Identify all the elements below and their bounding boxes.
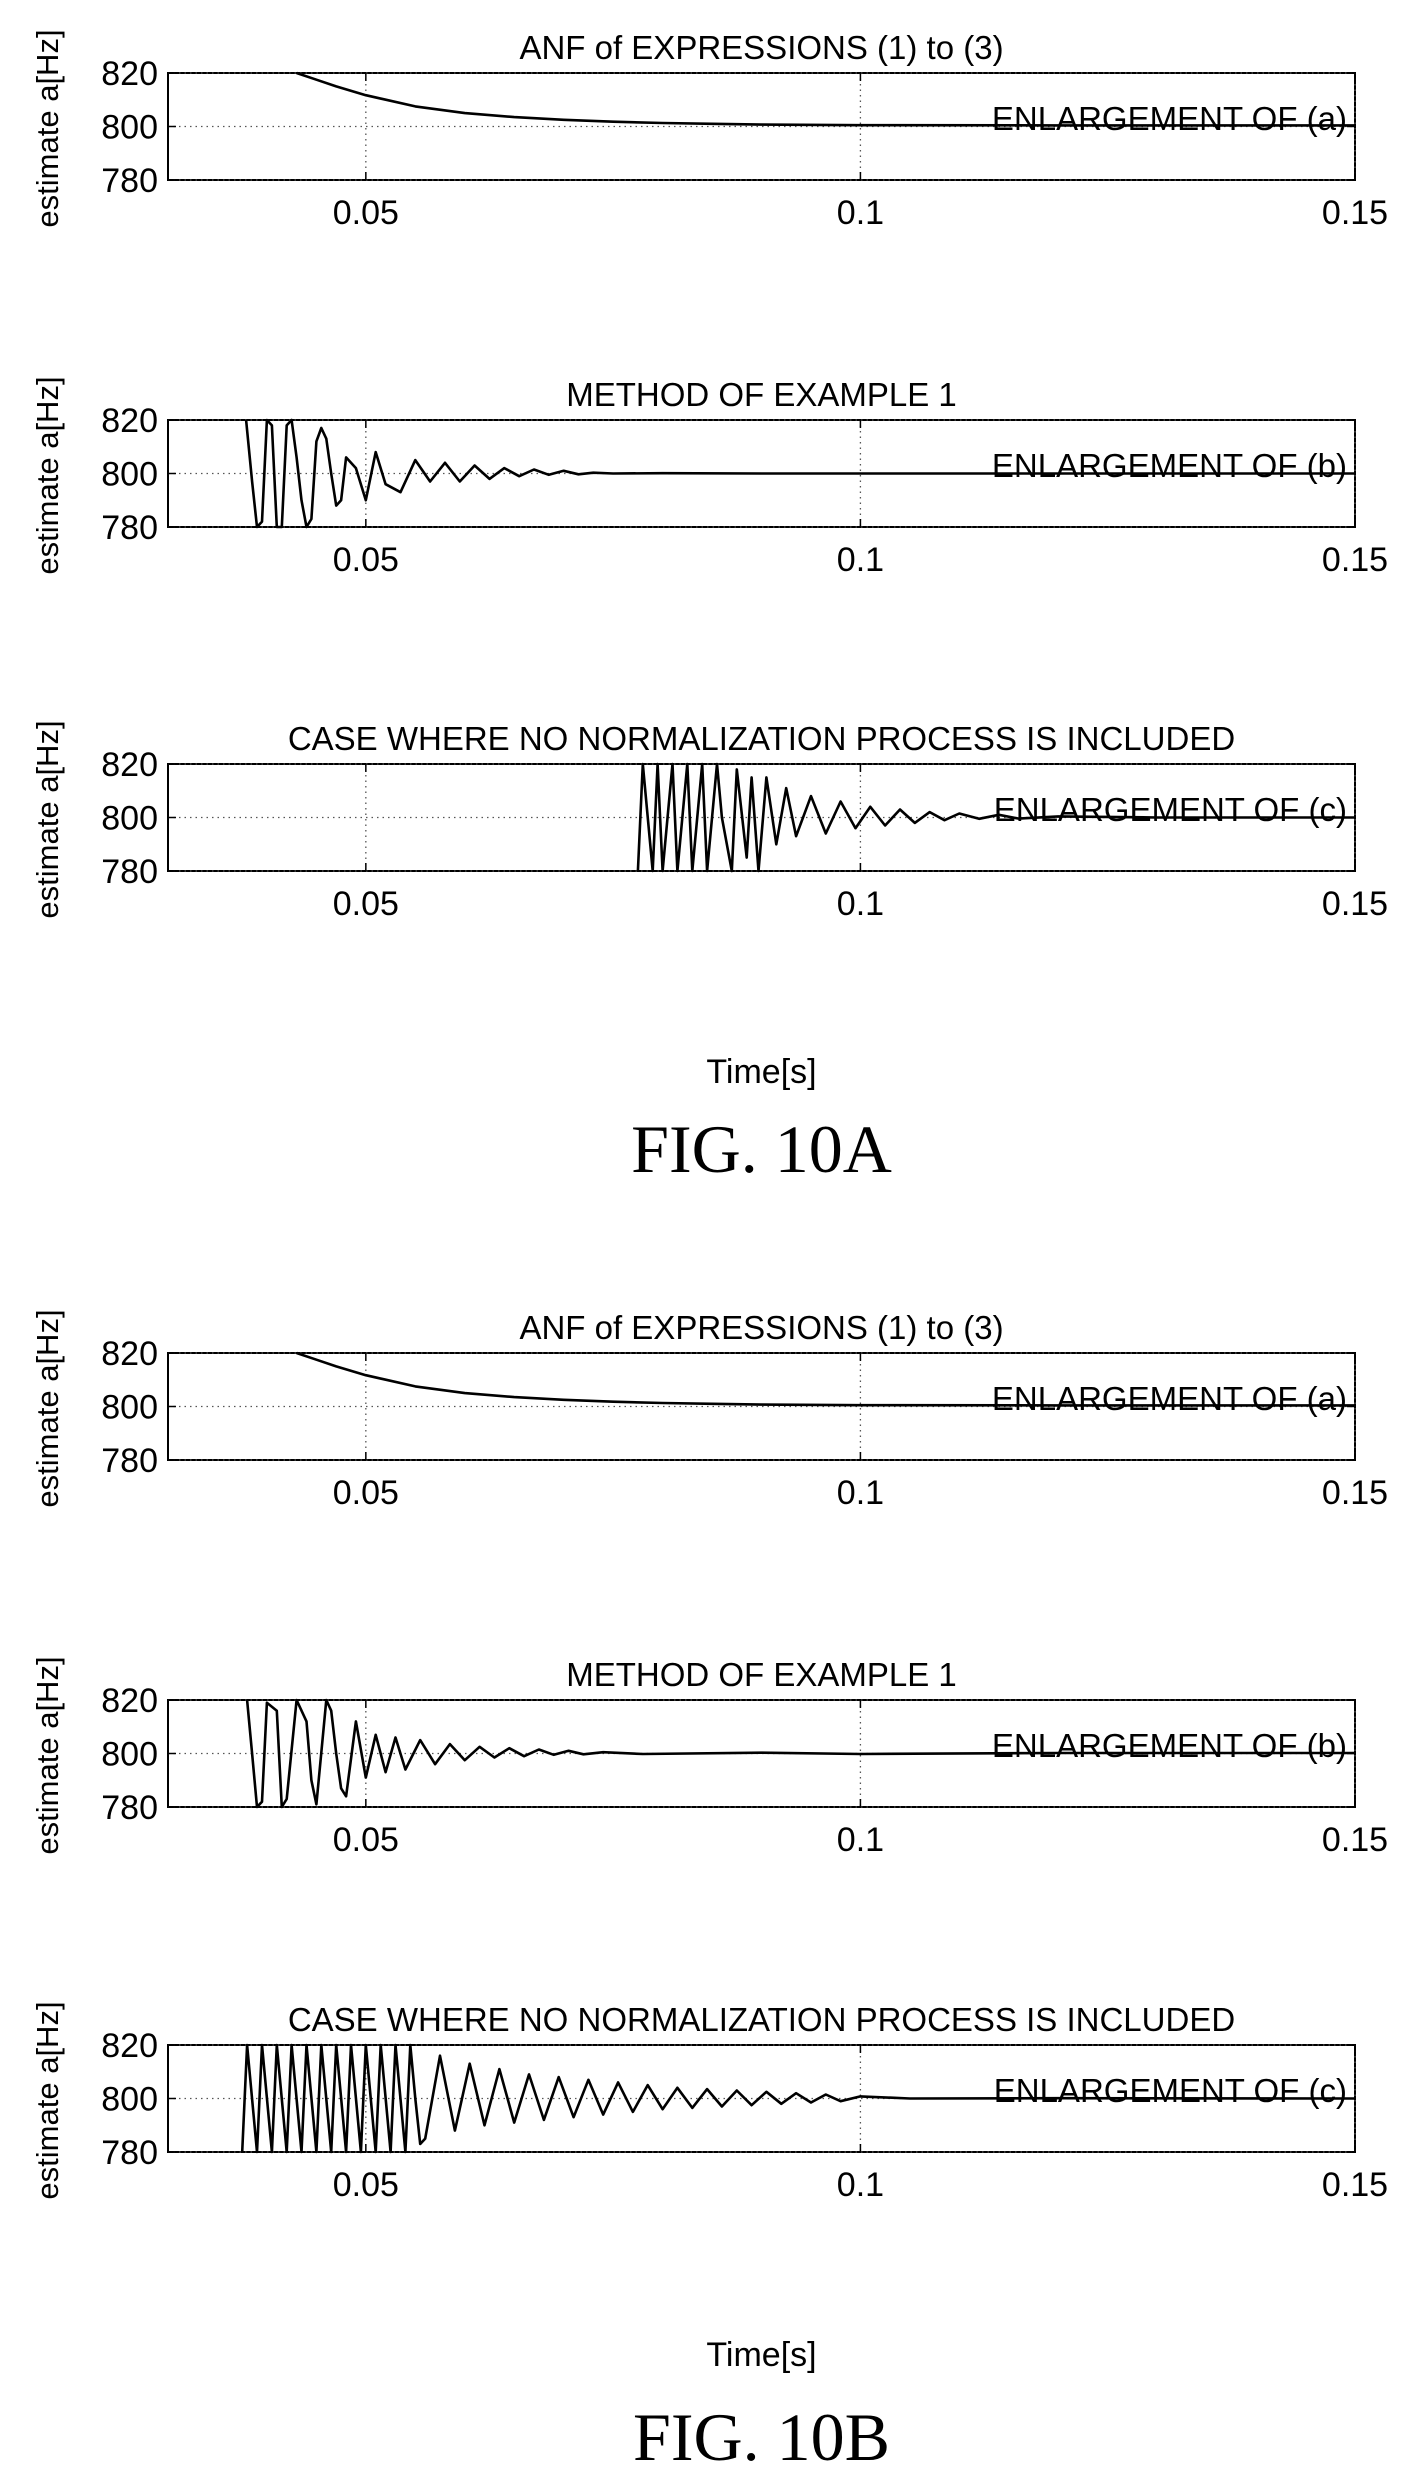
series-line (240, 2043, 1356, 2154)
chart-panel: 0.05 0.1 0.15 780 800 820 ANF of EXPRESSIONS (… (30, 29, 1388, 232)
panel-title: METHOD OF EXAMPLE 1 (566, 1656, 957, 1693)
panel-title: CASE WHERE NO NORMALIZATION PROCESS IS I… (288, 2001, 1235, 2038)
panel-title: ANF of EXPRESSIONS (1) to (3) (519, 1309, 1003, 1346)
y-tick-label: 820 (101, 402, 158, 440)
enlargement-annotation: ENLARGEMENT OF (c) (994, 791, 1347, 828)
y-axis-label: estimate a[Hz] (30, 2001, 65, 2199)
x-tick-label: 0.1 (837, 194, 884, 232)
x-axis-label: Time[s] (706, 2336, 816, 2374)
y-axis-label: estimate a[Hz] (30, 376, 65, 574)
panel-title: ANF of EXPRESSIONS (1) to (3) (519, 29, 1003, 66)
series-line (296, 1351, 1355, 1407)
y-axis-label: estimate a[Hz] (30, 720, 65, 918)
x-tick-label: 0.1 (837, 1821, 884, 1859)
y-tick-label: 780 (101, 2134, 158, 2172)
series-line (296, 71, 1355, 127)
y-tick-label: 780 (101, 1789, 158, 1827)
x-tick-label: 0.05 (333, 1474, 399, 1512)
enlargement-annotation: ENLARGEMENT OF (a) (992, 100, 1347, 137)
x-tick-label: 0.1 (837, 541, 884, 579)
enlargement-annotation: ENLARGEMENT OF (c) (994, 2072, 1347, 2109)
y-tick-label: 800 (101, 2081, 158, 2119)
y-axis-label: estimate a[Hz] (30, 1656, 65, 1854)
y-tick-label: 800 (101, 109, 158, 147)
series-line (245, 1698, 1355, 1809)
series-line (636, 762, 1355, 873)
figure-10b: 0.05 0.1 0.15 780 800 820 ANF of EXPRESSIONS (… (30, 1309, 1388, 2475)
x-tick-label: 0.15 (1322, 1474, 1388, 1512)
y-tick-label: 780 (101, 853, 158, 891)
x-tick-label: 0.1 (837, 885, 884, 923)
enlargement-annotation: ENLARGEMENT OF (b) (992, 447, 1347, 484)
x-tick-label: 0.05 (333, 2166, 399, 2204)
chart-panel: 0.05 0.1 0.15 780 800 820 METHOD OF EXAMPLE 1 E… (30, 376, 1388, 579)
figure-10a: 0.05 0.1 0.15 780 800 820 ANF of EXPRESSIONS (… (30, 29, 1388, 1187)
y-tick-label: 780 (101, 1442, 158, 1480)
panel-title: METHOD OF EXAMPLE 1 (566, 376, 957, 413)
y-tick-label: 820 (101, 1682, 158, 1720)
y-axis-label: estimate a[Hz] (30, 1309, 65, 1507)
chart-panel: 0.05 0.1 0.15 780 800 820 CASE WHERE NO NORMAL… (30, 2001, 1388, 2204)
y-tick-label: 820 (101, 746, 158, 784)
x-tick-label: 0.15 (1322, 194, 1388, 232)
series-line (244, 418, 1355, 529)
figure-caption: FIG. 10B (633, 2399, 890, 2475)
chart-panel: 0.05 0.1 0.15 780 800 820 METHOD OF EXAMPLE 1 E… (30, 1656, 1388, 1859)
enlargement-annotation: ENLARGEMENT OF (a) (992, 1380, 1347, 1417)
x-tick-label: 0.05 (333, 194, 399, 232)
y-tick-label: 800 (101, 456, 158, 494)
x-tick-label: 0.05 (333, 1821, 399, 1859)
y-tick-label: 820 (101, 55, 158, 93)
figure-caption: FIG. 10A (631, 1111, 892, 1187)
x-tick-label: 0.15 (1322, 2166, 1388, 2204)
x-axis-label: Time[s] (706, 1053, 816, 1091)
chart-panel: 0.05 0.1 0.15 780 800 820 ANF of EXPRESSIONS (… (30, 1309, 1388, 1512)
y-tick-label: 800 (101, 1389, 158, 1427)
y-axis-label: estimate a[Hz] (30, 29, 65, 227)
x-tick-label: 0.15 (1322, 541, 1388, 579)
x-tick-label: 0.1 (837, 2166, 884, 2204)
enlargement-annotation: ENLARGEMENT OF (b) (992, 1727, 1347, 1764)
y-tick-label: 820 (101, 2027, 158, 2065)
y-tick-label: 820 (101, 1335, 158, 1373)
chart-panel: 0.05 0.1 0.15 780 800 820 CASE WHERE NO NORMAL… (30, 720, 1388, 923)
x-tick-label: 0.1 (837, 1474, 884, 1512)
x-tick-label: 0.15 (1322, 885, 1388, 923)
x-tick-label: 0.05 (333, 541, 399, 579)
y-tick-label: 780 (101, 162, 158, 200)
y-tick-label: 800 (101, 800, 158, 838)
panel-title: CASE WHERE NO NORMALIZATION PROCESS IS I… (288, 720, 1235, 757)
x-tick-label: 0.15 (1322, 1821, 1388, 1859)
y-tick-label: 800 (101, 1736, 158, 1774)
x-tick-label: 0.05 (333, 885, 399, 923)
y-tick-label: 780 (101, 509, 158, 547)
